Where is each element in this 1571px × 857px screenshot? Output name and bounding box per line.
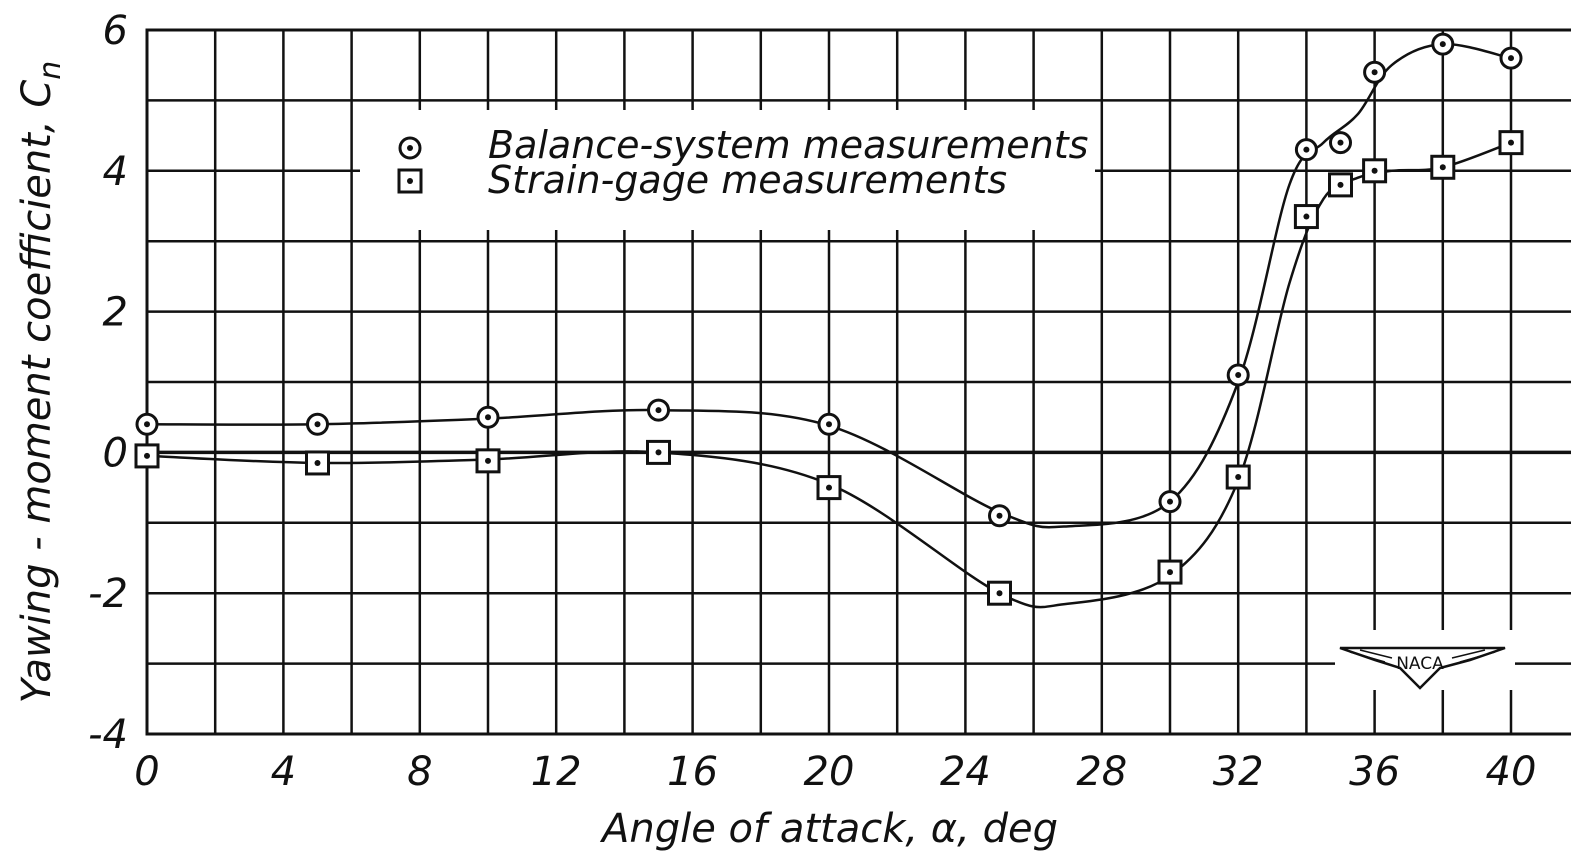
x-tick-label: 16: [667, 749, 718, 795]
x-tick-label: 12: [531, 749, 582, 795]
y-tick-label: -4: [88, 712, 128, 758]
point-center-dot: [1439, 164, 1446, 171]
y-tick-label: 2: [103, 290, 128, 336]
plot-frame: [145, 28, 1571, 736]
point-center-dot: [1167, 498, 1173, 505]
legend: Balance-system measurements Strain-gage …: [360, 110, 1095, 230]
y-tick-label: 4: [103, 149, 128, 195]
point-center-dot: [485, 457, 491, 464]
naca-wings-logo-icon: NACA: [1335, 630, 1515, 690]
x-tick-label: 24: [940, 749, 991, 795]
point-center-dot: [314, 459, 321, 466]
y-axis-title-group: Yawing - moment coefficient, Cn: [14, 61, 68, 704]
y-axis-title-subscript: n: [33, 61, 68, 80]
point-center-dot: [996, 590, 1003, 597]
point-center-dot: [1167, 569, 1173, 576]
point-center-dot: [1303, 146, 1310, 153]
point-center-dot: [1508, 55, 1514, 62]
point-center-dot: [996, 512, 1003, 519]
point-center-dot: [655, 449, 662, 456]
x-tick-label: 20: [804, 749, 855, 795]
x-tick-label: 4: [271, 749, 296, 795]
y-axis-title-main: Yawing - moment coefficient, C: [14, 80, 60, 704]
point-center-dot: [1508, 139, 1514, 146]
x-tick-label: 0: [134, 749, 159, 795]
legend-label-strain-gage: Strain-gage measurements: [488, 158, 1007, 202]
y-tick-label: 6: [103, 8, 128, 54]
point-center-dot: [826, 484, 832, 491]
point-center-dot: [1337, 139, 1344, 146]
point-center-dot: [485, 414, 491, 421]
logo-label: NACA: [1396, 654, 1444, 674]
x-tick-label: 8: [407, 749, 432, 795]
point-center-dot: [826, 421, 832, 428]
data-markers: [134, 32, 1524, 606]
point-center-dot: [1303, 213, 1310, 220]
y-axis-title: Yawing - moment coefficient, Cn: [14, 61, 68, 704]
point-center-dot: [1235, 371, 1242, 378]
x-tick-label: 32: [1213, 749, 1264, 795]
x-tick-labels: 0 4 8 12 16 20 24 28 32 36 40: [134, 749, 1536, 795]
point-center-dot: [1371, 69, 1378, 76]
x-tick-label: 40: [1486, 749, 1537, 795]
y-tick-label: 0: [103, 430, 128, 476]
point-center-dot: [1371, 167, 1378, 174]
point-center-dot: [1439, 41, 1446, 48]
point-center-dot: [1337, 181, 1344, 188]
legend-label-balance: Balance-system measurements: [488, 123, 1088, 167]
point-center-dot: [144, 452, 150, 459]
legend-background: [360, 110, 1095, 230]
legend-circle-marker-dot: [407, 145, 413, 151]
legend-square-marker-dot: [407, 178, 413, 184]
y-tick-labels: 6 4 2 0 -2 -4: [88, 8, 128, 758]
x-axis-title: Angle of attack, α, deg: [599, 806, 1058, 852]
point-center-dot: [1235, 474, 1242, 481]
x-tick-label: 28: [1076, 749, 1127, 795]
point-center-dot: [144, 421, 150, 428]
x-tick-label: 36: [1349, 749, 1400, 795]
point-center-dot: [314, 421, 321, 428]
point-center-dot: [655, 407, 662, 414]
y-tick-label: -2: [88, 571, 128, 617]
